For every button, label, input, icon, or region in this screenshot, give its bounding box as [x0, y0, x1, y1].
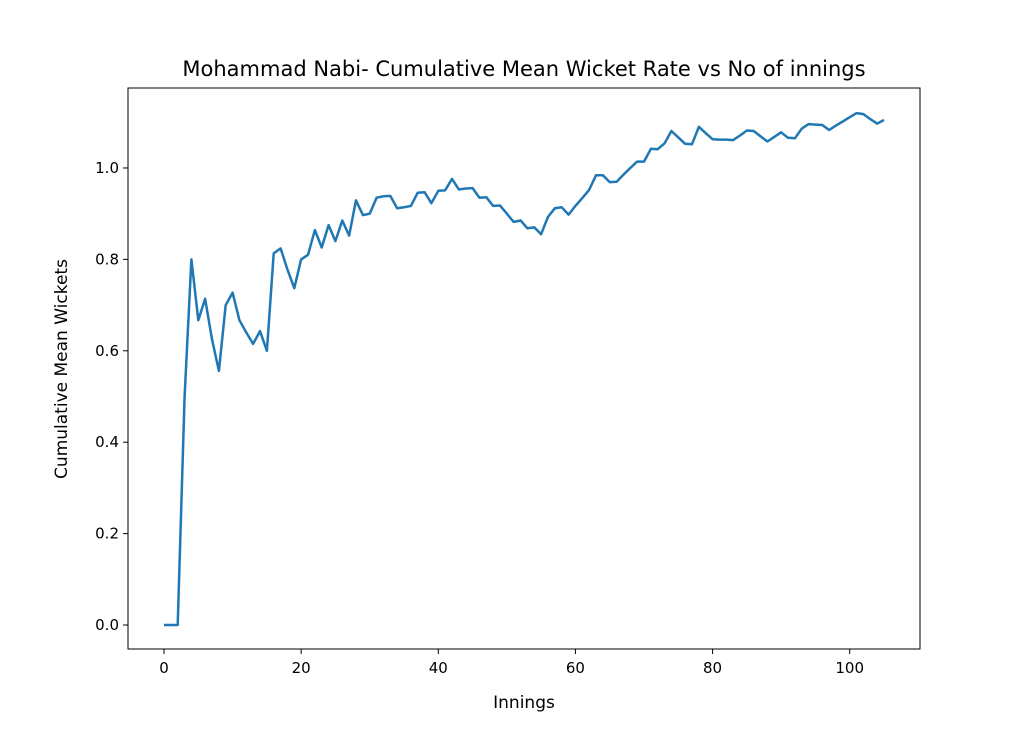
series-line	[164, 111, 885, 627]
x-axis-label: Innings	[493, 693, 555, 713]
chart-title: Mohammad Nabi- Cumulative Mean Wicket Ra…	[182, 57, 865, 81]
y-tick-label: 0.8	[95, 250, 119, 268]
y-tick-label: 0.4	[95, 433, 119, 451]
x-tick-label: 100	[835, 659, 864, 677]
y-tick-label: 0.6	[95, 342, 119, 360]
plot-frame	[127, 87, 921, 650]
x-tick-label: 0	[159, 659, 169, 677]
axes: 0 20 40 60 80 100 0.0 0.2 0.4 0.6 0.8 1.0	[95, 159, 864, 677]
y-tick-label: 0.2	[95, 525, 119, 543]
x-tick-label: 20	[292, 659, 311, 677]
x-tick-label: 80	[703, 659, 722, 677]
x-tick-label: 40	[429, 659, 448, 677]
y-axis-label: Cumulative Mean Wickets	[52, 259, 72, 479]
y-tick-label: 1.0	[95, 159, 119, 177]
y-tick-label: 0.0	[95, 616, 119, 634]
x-tick-label: 60	[566, 659, 585, 677]
